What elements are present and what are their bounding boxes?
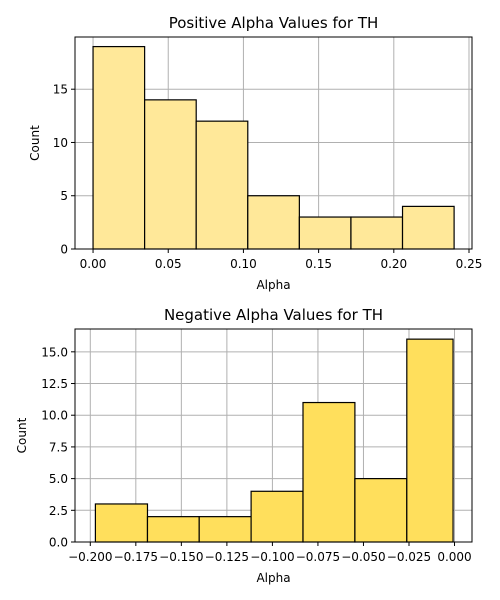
x-tick-label: −0.200 — [68, 550, 112, 564]
y-tick-label: 12.5 — [41, 377, 68, 391]
x-tick-label: −0.075 — [296, 550, 340, 564]
x-tick-label: −0.150 — [159, 550, 203, 564]
histogram-bar — [401, 205, 455, 250]
histogram-bar — [144, 99, 197, 250]
x-tick-label: −0.100 — [250, 550, 294, 564]
histogram-bar — [198, 516, 252, 543]
x-tick-label: 0.20 — [380, 257, 407, 271]
histogram-bar — [302, 401, 356, 543]
histogram-bar — [195, 120, 249, 250]
x-tick-label: 0.15 — [305, 257, 332, 271]
axes-frame — [74, 328, 473, 543]
y-axis-label: Count — [15, 417, 29, 453]
x-tick-label: −0.050 — [341, 550, 385, 564]
histogram-bar — [354, 478, 408, 543]
y-tick-label: 7.5 — [49, 440, 68, 454]
x-tick-label: −0.125 — [205, 550, 249, 564]
chart-1: 0.00 0.05 0.10 0.15 0.20 0.25 0 5 10 15 Positive A… — [28, 14, 482, 292]
x-tick-label: −0.025 — [387, 550, 431, 564]
chart-2: −0.200 −0.175 −0.150 −0.125 −0.100 −0.075 −0.0… — [15, 306, 473, 585]
y-tick-label: 15 — [53, 83, 68, 97]
histogram-bar — [298, 216, 352, 250]
chart-title: Negative Alpha Values for TH — [164, 306, 383, 324]
x-axis-label: Alpha — [256, 571, 290, 585]
x-tick-label: −0.175 — [114, 550, 158, 564]
histogram-bar — [92, 45, 146, 250]
x-tick-label: 0.05 — [155, 257, 182, 271]
y-tick-label: 5.0 — [49, 472, 68, 486]
x-tick-label: 0.10 — [230, 257, 257, 271]
y-tick-label: 2.5 — [49, 504, 68, 518]
x-tick-label: 0.25 — [456, 257, 483, 271]
y-tick-label: 0 — [60, 243, 68, 257]
y-tick-label: 0.0 — [49, 536, 68, 550]
y-tick-label: 10.0 — [41, 409, 68, 423]
chart-title: Positive Alpha Values for TH — [169, 14, 379, 32]
histogram-bar — [406, 338, 454, 543]
y-axis-label: Count — [28, 125, 42, 161]
x-tick-label: 0.000 — [437, 550, 471, 564]
y-tick-label: 15.0 — [41, 345, 68, 359]
histogram-bar — [146, 516, 200, 543]
x-tick-label: 0.00 — [80, 257, 107, 271]
histogram-bar — [94, 503, 149, 543]
histogram-bar — [250, 490, 304, 543]
y-tick-label: 5 — [60, 189, 68, 203]
axes-frame — [74, 36, 473, 250]
y-tick-label: 10 — [53, 136, 68, 150]
histogram-bar — [350, 216, 404, 250]
x-axis-label: Alpha — [256, 278, 290, 292]
histogram-bar — [247, 195, 300, 250]
